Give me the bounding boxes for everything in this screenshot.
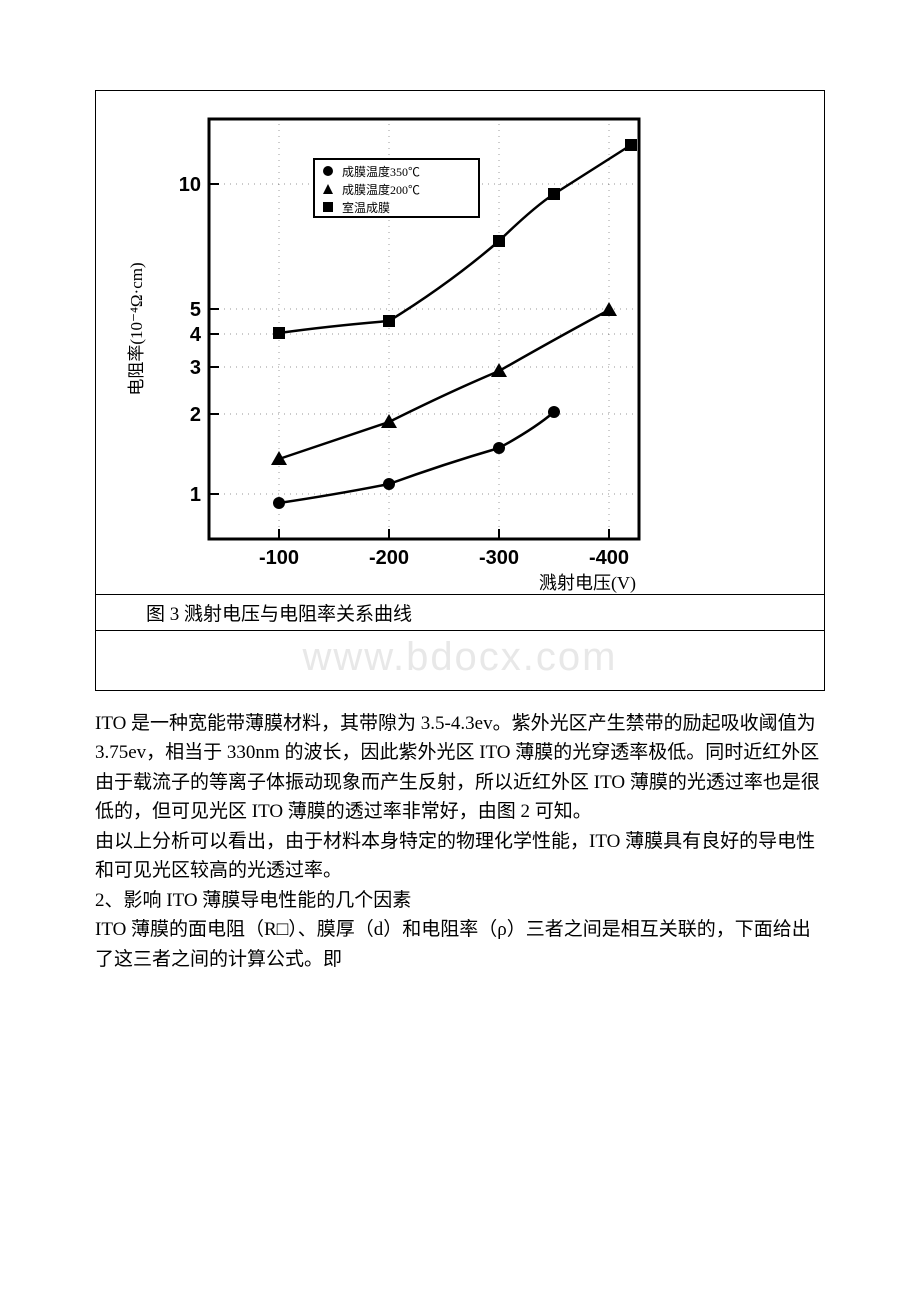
figure-caption: 图 3 溅射电压与电阻率关系曲线 [96, 595, 824, 631]
ytick-5: 5 [190, 299, 201, 321]
paragraph-1: ITO 是一种宽能带薄膜材料，其带隙为 3.5-4.3ev。紫外光区产生禁带的励… [95, 709, 825, 827]
ytick-10: 10 [179, 174, 201, 196]
xtick-100: -100 [259, 547, 299, 569]
content-frame: 1 2 3 4 5 10 -100 -200 -300 -400 溅射电压(V)… [95, 90, 825, 691]
xtick-300: -300 [479, 547, 519, 569]
watermark-row: www.bdocx.com [96, 631, 824, 690]
xtick-200: -200 [369, 547, 409, 569]
paragraph-3: 2、影响 ITO 薄膜导电性能的几个因素 [95, 886, 825, 915]
legend-label-2: 成膜温度200℃ [342, 182, 420, 197]
body-paragraphs: ITO 是一种宽能带薄膜材料，其带隙为 3.5-4.3ev。紫外光区产生禁带的励… [95, 709, 825, 974]
paragraph-4: ITO 薄膜的面电阻（R□）、膜厚（d）和电阻率（ρ）三者之间是相互关联的，下面… [95, 915, 825, 974]
paragraph-2: 由以上分析可以看出，由于材料本身特定的物理化学性能，ITO 薄膜具有良好的导电性… [95, 827, 825, 886]
legend-label-3: 室温成膜 [342, 200, 390, 215]
legend-label-1: 成膜温度350℃ [342, 164, 420, 179]
ytick-4: 4 [190, 324, 202, 346]
xtick-400: -400 [589, 547, 629, 569]
watermark-text: www.bdocx.com [303, 635, 618, 679]
chart-legend: 成膜温度350℃ 成膜温度200℃ 室温成膜 [314, 159, 479, 217]
resistivity-chart: 1 2 3 4 5 10 -100 -200 -300 -400 溅射电压(V)… [104, 99, 664, 594]
y-axis-label: 电阻率(10⁻⁴Ω·cm) [127, 262, 146, 395]
ytick-1: 1 [190, 484, 201, 506]
ytick-2: 2 [190, 404, 201, 426]
chart-container: 1 2 3 4 5 10 -100 -200 -300 -400 溅射电压(V)… [96, 91, 824, 595]
ytick-3: 3 [190, 357, 201, 379]
x-axis-label: 溅射电压(V) [539, 573, 636, 594]
